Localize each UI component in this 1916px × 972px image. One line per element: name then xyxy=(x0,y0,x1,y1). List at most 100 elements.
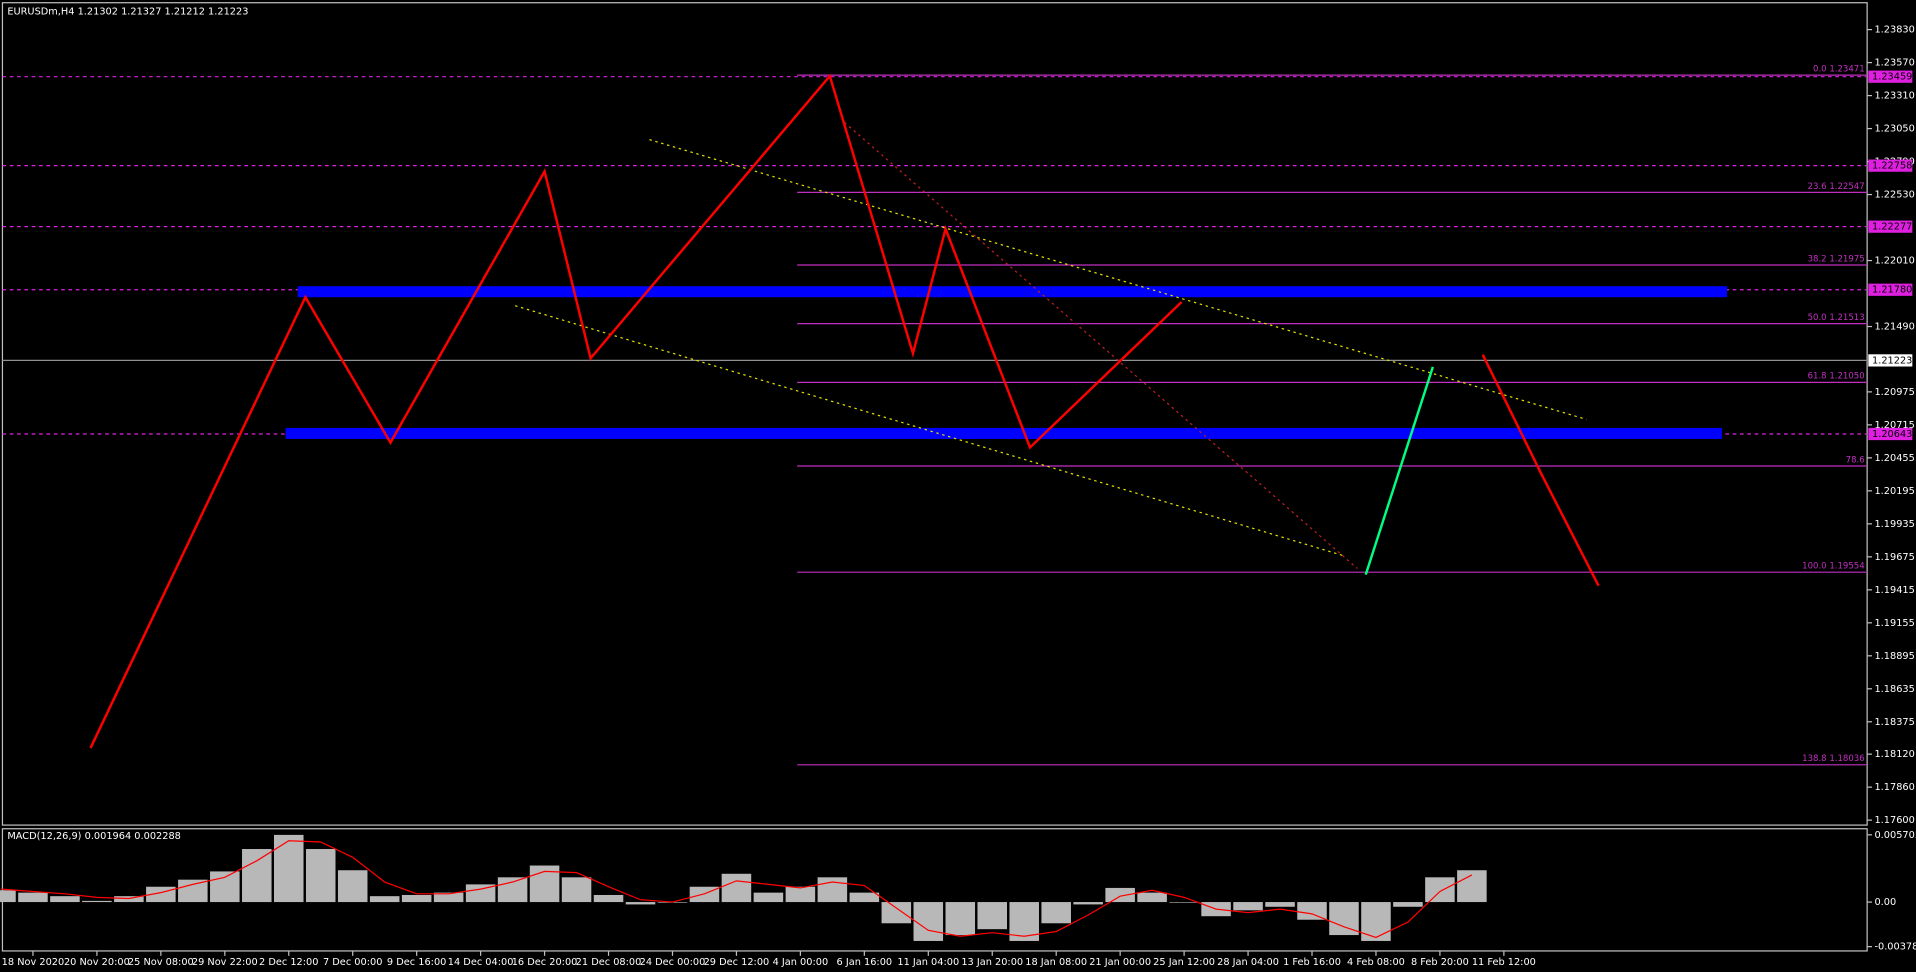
fib-label: 78.6 xyxy=(1846,455,1865,465)
macd-bar xyxy=(178,879,208,903)
level-price-box xyxy=(1868,70,1913,83)
y-tick-label: 1.19675 xyxy=(1874,552,1914,563)
zigzag-line xyxy=(89,73,1183,749)
y-tick-label: 1.17600 xyxy=(1874,815,1914,826)
chart-title: EURUSDm,H4 1.21302 1.21327 1.21212 1.212… xyxy=(7,6,248,17)
level-price-label: 1.22277 xyxy=(1872,222,1912,233)
macd-bar xyxy=(785,886,816,903)
macd-bar xyxy=(625,902,656,905)
x-tick-label: 13 Jan 20:00 xyxy=(961,957,1023,968)
fib-label: 23.6 1.22547 xyxy=(1808,182,1865,192)
x-tick-label: 11 Jan 04:00 xyxy=(897,957,959,968)
level-price-box xyxy=(1868,220,1913,233)
macd-bar xyxy=(497,877,528,903)
x-tick-label: 7 Dec 00:00 xyxy=(323,957,382,968)
macd-bar xyxy=(337,870,368,903)
macd-bar xyxy=(1105,887,1135,903)
macd-bar xyxy=(593,894,624,903)
macd-bar xyxy=(881,902,912,924)
x-tick-label: 16 Dec 20:00 xyxy=(512,957,578,968)
macd-bar xyxy=(561,877,592,903)
y-tick-label: 1.21490 xyxy=(1874,322,1914,333)
zigzag-line xyxy=(1481,354,1600,587)
y-tick-label: 1.23830 xyxy=(1874,25,1914,36)
current-price-label: 1.21223 xyxy=(1872,355,1912,366)
fib-label: 138.8 1.18036 xyxy=(1802,754,1865,764)
level-price-box xyxy=(1868,427,1913,441)
macd-bar xyxy=(305,849,336,903)
macd-bar xyxy=(50,896,80,903)
macd-tick-label: -0.003782 xyxy=(1874,942,1916,953)
macd-bar xyxy=(1137,892,1167,903)
current-price-box xyxy=(1868,354,1913,367)
macd-bar xyxy=(721,873,752,903)
y-tick-label: 1.22010 xyxy=(1874,256,1914,267)
y-tick-label: 1.20715 xyxy=(1874,420,1914,431)
y-tick-label: 1.18895 xyxy=(1874,651,1914,662)
macd-bar xyxy=(273,834,304,903)
x-tick-label: 18 Jan 08:00 xyxy=(1025,957,1087,968)
fib-label: 38.2 1.21975 xyxy=(1808,254,1865,264)
macd-bar xyxy=(1425,877,1455,903)
fib-label: 0.0 1.23471 xyxy=(1813,65,1865,75)
macd-bar xyxy=(465,884,496,903)
macd-bar xyxy=(977,902,1008,930)
x-tick-label: 25 Jan 12:00 xyxy=(1153,957,1215,968)
x-tick-label: 1 Feb 16:00 xyxy=(1283,957,1341,968)
y-tick-label: 1.19935 xyxy=(1874,519,1914,530)
x-tick-label: 25 Nov 08:00 xyxy=(128,957,194,968)
macd-bar xyxy=(401,894,432,903)
y-tick-label: 1.17860 xyxy=(1874,782,1914,793)
y-tick-label: 1.23310 xyxy=(1874,91,1914,102)
x-tick-label: 11 Feb 12:00 xyxy=(1472,957,1536,968)
macd-bar xyxy=(1041,902,1071,924)
macd-bar xyxy=(369,896,400,903)
y-tick-label: 1.18375 xyxy=(1874,717,1914,728)
macd-signal xyxy=(0,840,1473,939)
level-price-label: 1.23459 xyxy=(1872,72,1912,83)
fib-label: 61.8 1.21050 xyxy=(1808,372,1865,382)
x-tick-label: 8 Feb 20:00 xyxy=(1411,957,1469,968)
y-tick-label: 1.20195 xyxy=(1874,486,1914,497)
x-tick-label: 9 Dec 16:00 xyxy=(387,957,446,968)
macd-bar xyxy=(433,892,464,903)
macd-tick-label: 0.00 xyxy=(1874,897,1896,908)
macd-bar xyxy=(1361,902,1391,941)
zone xyxy=(285,427,1722,439)
x-tick-label: 6 Jan 16:00 xyxy=(837,957,893,968)
y-tick-label: 1.18635 xyxy=(1874,684,1914,695)
macd-bar xyxy=(82,900,112,903)
x-tick-label: 2 Dec 12:00 xyxy=(259,957,318,968)
y-tick-label: 1.23570 xyxy=(1874,58,1914,69)
fib-label: 50.0 1.21513 xyxy=(1808,313,1865,323)
macd-bar xyxy=(210,871,240,903)
macd-bar xyxy=(753,892,784,903)
x-tick-label: 24 Dec 00:00 xyxy=(640,957,706,968)
y-tick-label: 1.18120 xyxy=(1874,749,1914,760)
macd-bar xyxy=(945,902,976,936)
x-tick-label: 18 Nov 2020 xyxy=(2,957,65,968)
macd-bar xyxy=(1297,902,1327,920)
x-tick-label: 4 Feb 08:00 xyxy=(1347,957,1405,968)
level-price-label: 1.22758 xyxy=(1872,161,1912,172)
y-tick-label: 1.19415 xyxy=(1874,585,1914,596)
macd-bar xyxy=(18,892,48,903)
level-price-label: 1.21780 xyxy=(1872,285,1912,296)
y-tick-label: 1.19155 xyxy=(1874,618,1914,629)
macd-tick-label: 0.005705 xyxy=(1874,830,1916,841)
zone xyxy=(297,286,1728,298)
macd-bar xyxy=(1169,902,1199,903)
x-tick-label: 21 Jan 00:00 xyxy=(1089,957,1151,968)
zigzag-line xyxy=(1364,366,1435,575)
macd-bar xyxy=(1265,902,1295,907)
fib-label: 100.0 1.19554 xyxy=(1802,562,1865,572)
x-tick-label: 4 Jan 00:00 xyxy=(773,957,829,968)
y-tick-label: 1.20455 xyxy=(1874,453,1914,464)
x-tick-label: 29 Nov 22:00 xyxy=(192,957,258,968)
macd-bar xyxy=(817,877,848,903)
macd-title: MACD(12,26,9) 0.001964 0.002288 xyxy=(7,831,181,842)
macd-bar xyxy=(1393,902,1423,907)
